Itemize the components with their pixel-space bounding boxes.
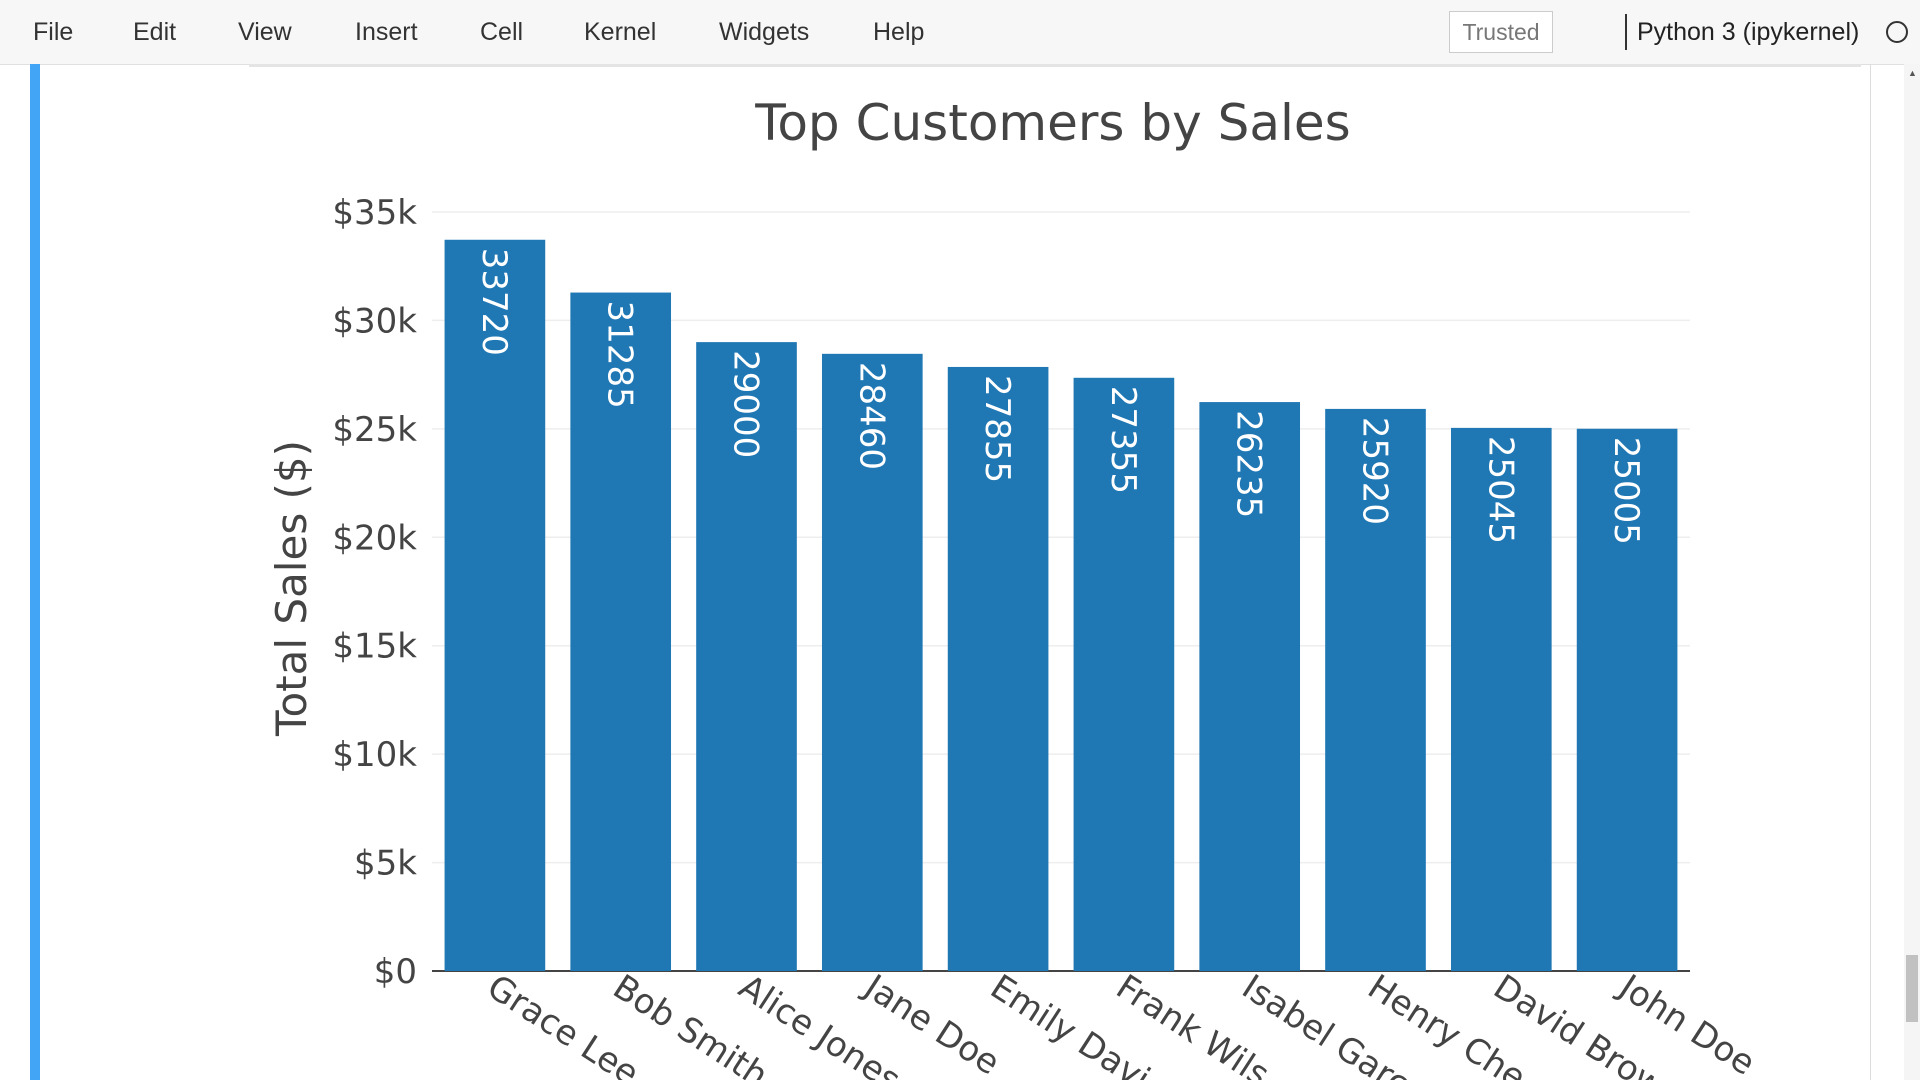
bar (1325, 408, 1426, 972)
bar (947, 366, 1049, 971)
vertical-scrollbar[interactable]: ▲ (1904, 64, 1920, 1080)
menu-kernel[interactable]: Kernel (584, 18, 657, 46)
menu-edit[interactable]: Edit (133, 18, 177, 46)
bar (570, 292, 672, 971)
chart-title: Top Customers by Sales (754, 94, 1350, 152)
menu-widgets[interactable]: Widgets (719, 18, 810, 46)
bar-value-label: 27355 (1103, 386, 1143, 494)
y-tick-label: $10k (332, 735, 417, 775)
bar-value-label: 26235 (1229, 410, 1269, 518)
scrollbar-thumb[interactable] (1906, 955, 1918, 1022)
y-tick-label: $5k (354, 844, 417, 884)
trusted-button[interactable]: Trusted (1449, 11, 1553, 53)
cell-border (1870, 64, 1871, 1080)
menu-bar: File Edit View Insert Cell Kernel Widget… (0, 0, 1920, 65)
scroll-up-icon[interactable]: ▲ (1908, 68, 1917, 78)
bar-value-label: 25045 (1480, 436, 1520, 544)
bar-value-label: 27855 (977, 375, 1017, 483)
kernel-idle-icon (1886, 21, 1908, 43)
bar (1450, 427, 1552, 971)
bar-value-label: 31285 (600, 301, 640, 409)
bar (821, 353, 923, 971)
output-divider (249, 64, 1861, 67)
kernel-separator (1625, 14, 1627, 50)
menu-view[interactable]: View (238, 18, 292, 46)
y-tick-label: $20k (332, 518, 417, 558)
bar-value-label: 25005 (1606, 437, 1646, 545)
menu-cell[interactable]: Cell (480, 18, 524, 46)
y-tick-label: $30k (332, 301, 417, 341)
menu-help[interactable]: Help (873, 18, 925, 46)
menu-file[interactable]: File (33, 18, 74, 46)
bar-value-label: 28460 (851, 362, 891, 470)
y-tick-label: $35k (332, 193, 417, 233)
bar (1073, 377, 1175, 971)
selected-cell-indicator (30, 64, 40, 1080)
bar (696, 342, 797, 972)
bar (1199, 402, 1301, 971)
kernel-name: Python 3 (ipykernel) (1637, 18, 1860, 46)
y-tick-label: $15k (332, 627, 417, 667)
y-tick-label: $25k (332, 410, 417, 450)
bar-value-label: 25920 (1355, 417, 1395, 525)
y-tick-label: $0 (374, 952, 417, 992)
menu-insert[interactable]: Insert (355, 18, 418, 46)
bar (444, 239, 546, 972)
bar-value-label: 33720 (474, 248, 514, 356)
bar (1576, 428, 1678, 971)
bar-value-label: 29000 (726, 350, 766, 458)
y-axis-title: Total Sales ($) (267, 440, 316, 737)
